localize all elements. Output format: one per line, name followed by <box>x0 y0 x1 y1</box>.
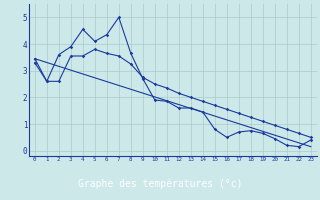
Text: Graphe des températures (°c): Graphe des températures (°c) <box>78 179 242 189</box>
